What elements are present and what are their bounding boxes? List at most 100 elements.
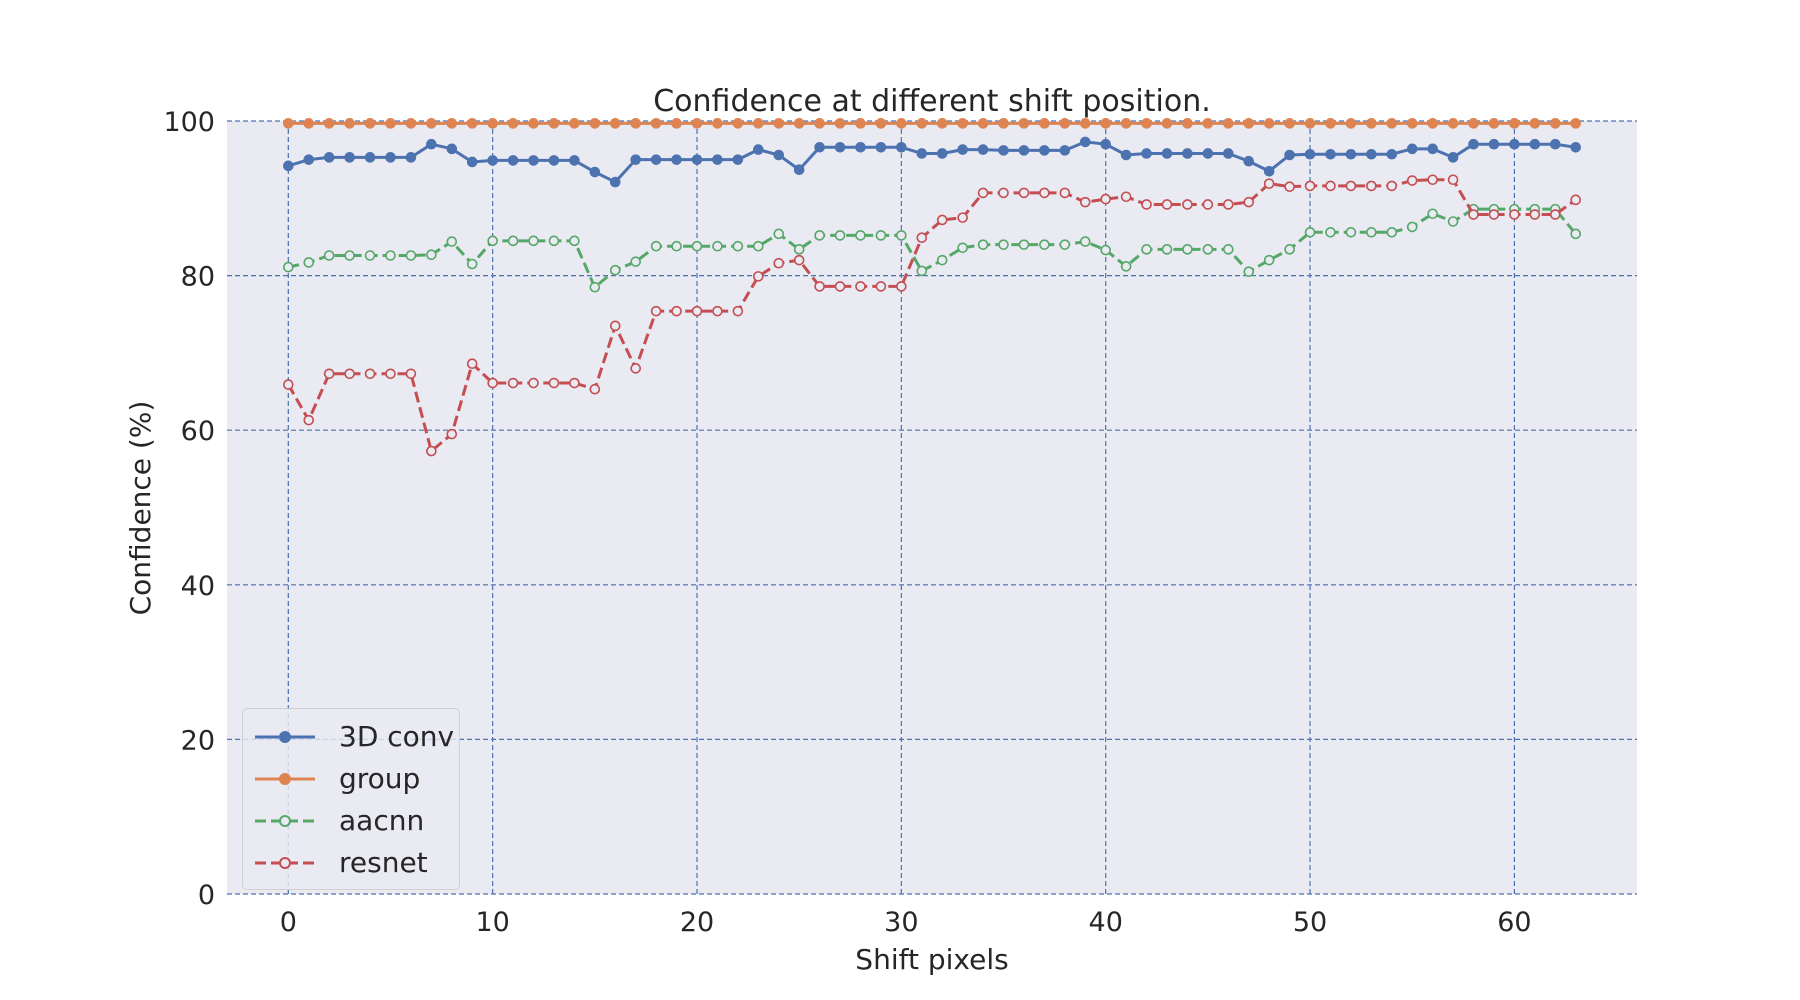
data-point-aacnn xyxy=(323,250,335,261)
data-point-resnet xyxy=(712,305,723,317)
data-point-group xyxy=(753,118,764,129)
data-point-resnet xyxy=(1447,174,1459,186)
data-point-resnet xyxy=(303,414,315,426)
data-point-group xyxy=(344,118,355,129)
data-point-aacnn xyxy=(650,240,662,252)
data-point-group xyxy=(1059,118,1071,129)
data-point-group xyxy=(507,118,519,129)
data-point-resnet xyxy=(548,377,560,389)
data-point-aacnn xyxy=(507,235,519,247)
data-point-resnet xyxy=(1059,187,1071,199)
data-point-group xyxy=(1509,118,1520,129)
data-point-3d-conv xyxy=(344,152,355,163)
data-point-aacnn xyxy=(1202,244,1214,255)
data-point-resnet xyxy=(998,187,1009,199)
data-point-3d-conv xyxy=(1284,149,1295,161)
data-point-3d-conv xyxy=(834,141,846,153)
data-point-group xyxy=(1079,118,1091,129)
data-point-group xyxy=(998,118,1009,129)
data-point-resnet xyxy=(732,305,744,317)
data-point-resnet xyxy=(1018,187,1030,199)
data-point-group xyxy=(1345,118,1357,129)
x-tick-label: 60 xyxy=(1497,907,1531,938)
data-point-group xyxy=(1447,118,1459,129)
data-point-resnet xyxy=(466,358,478,370)
y-tick-label: 80 xyxy=(181,262,215,293)
data-point-3d-conv xyxy=(1223,148,1234,159)
data-point-aacnn xyxy=(344,250,355,261)
data-point-3d-conv xyxy=(691,154,703,165)
data-point-resnet xyxy=(1549,209,1561,220)
data-point-group xyxy=(569,118,580,129)
legend-marker-resnet xyxy=(255,857,315,869)
data-point-3d-conv xyxy=(855,141,866,153)
data-point-group xyxy=(1284,118,1295,129)
data-point-3d-conv xyxy=(1263,165,1275,177)
data-point-group xyxy=(589,118,601,129)
data-point-resnet xyxy=(1202,199,1214,210)
data-point-3d-conv xyxy=(773,149,785,161)
data-point-3d-conv xyxy=(1570,141,1581,153)
data-point-aacnn xyxy=(609,264,621,276)
data-point-group xyxy=(732,118,744,129)
data-point-3d-conv xyxy=(896,141,907,153)
data-point-aacnn xyxy=(957,242,968,254)
series-line-aacnn xyxy=(287,207,1577,289)
data-point-aacnn xyxy=(1039,239,1050,250)
data-point-aacnn xyxy=(589,281,601,293)
data-point-aacnn xyxy=(1018,239,1030,250)
data-point-group xyxy=(630,118,641,129)
data-point-resnet xyxy=(1427,174,1438,186)
series-3d-conv xyxy=(283,136,1581,188)
data-point-resnet xyxy=(1509,209,1520,220)
legend-item-resnet: resnet xyxy=(253,843,453,883)
data-point-aacnn xyxy=(977,239,989,250)
y-tick-labels: 0 20 40 60 80 100 xyxy=(163,107,215,911)
data-point-resnet xyxy=(977,187,989,199)
legend-item-3d-conv: 3D conv xyxy=(253,717,454,757)
legend-marker-group xyxy=(255,773,315,785)
data-point-group xyxy=(1161,118,1173,129)
data-point-3d-conv xyxy=(1018,145,1030,156)
data-point-group xyxy=(691,118,703,129)
data-point-resnet xyxy=(1345,180,1357,192)
x-tick-label: 10 xyxy=(475,907,509,938)
data-point-group xyxy=(1263,118,1275,129)
data-point-3d-conv xyxy=(1039,145,1050,156)
data-point-3d-conv xyxy=(283,160,294,172)
data-point-aacnn xyxy=(405,250,417,261)
data-point-3d-conv xyxy=(916,148,928,159)
data-point-group xyxy=(916,118,928,129)
data-point-resnet xyxy=(283,379,294,390)
data-point-3d-conv xyxy=(1141,148,1152,159)
data-point-aacnn xyxy=(630,256,641,267)
legend-marker-3d-conv xyxy=(255,731,315,743)
data-point-aacnn xyxy=(1386,227,1398,238)
data-point-3d-conv xyxy=(548,155,560,166)
data-point-aacnn xyxy=(1447,216,1459,227)
data-point-aacnn xyxy=(793,244,805,255)
data-point-resnet xyxy=(753,271,764,282)
data-point-group xyxy=(364,118,376,129)
data-point-aacnn xyxy=(1366,227,1377,238)
data-point-resnet xyxy=(650,305,662,317)
data-point-resnet xyxy=(528,377,539,389)
data-point-3d-conv xyxy=(1325,148,1336,160)
data-point-resnet xyxy=(609,320,621,332)
data-point-aacnn xyxy=(487,235,498,247)
data-point-aacnn xyxy=(364,250,376,261)
data-point-3d-conv xyxy=(1182,148,1193,159)
data-point-group xyxy=(1549,118,1561,129)
data-point-3d-conv xyxy=(1304,148,1316,160)
data-point-group xyxy=(323,118,335,129)
data-point-3d-conv xyxy=(364,152,376,163)
data-point-3d-conv xyxy=(1509,138,1520,150)
data-point-3d-conv xyxy=(1529,138,1541,150)
data-point-aacnn xyxy=(712,240,723,252)
data-point-resnet xyxy=(1386,180,1398,192)
data-point-aacnn xyxy=(834,230,846,241)
data-point-group xyxy=(303,118,315,129)
data-point-resnet xyxy=(446,428,458,440)
chart-title: Confidence at different shift position. xyxy=(653,84,1211,119)
data-point-resnet xyxy=(569,377,580,389)
